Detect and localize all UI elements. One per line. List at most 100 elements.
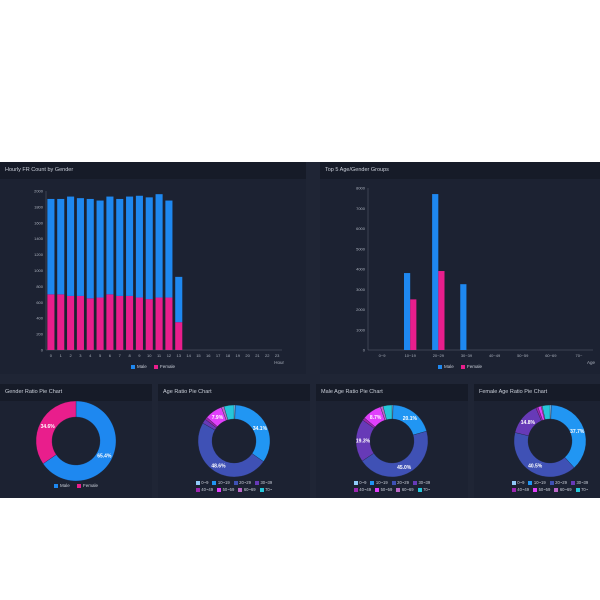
donut-slice[interactable]	[382, 404, 393, 420]
bar-female[interactable]	[135, 297, 143, 350]
bar-male[interactable]	[116, 198, 124, 296]
legend-swatch	[554, 487, 559, 492]
legend-male-label: Male	[59, 483, 70, 488]
bar-female[interactable]	[175, 322, 183, 350]
bar-male[interactable]	[432, 194, 439, 350]
slice-label: 65.4%	[97, 454, 112, 460]
legend-swatch	[195, 480, 200, 485]
x-tick-label: 60~69	[545, 353, 557, 358]
donut-slice[interactable]	[513, 432, 575, 478]
slice-label: 40.5%	[528, 464, 543, 470]
legend-item[interactable]: 30~39	[254, 479, 272, 486]
x-tick-label: 2	[69, 353, 72, 358]
legend-item[interactable]: 20~29	[391, 479, 409, 486]
legend-swatch	[233, 480, 238, 485]
legend-item[interactable]: 40~49	[195, 486, 213, 493]
bar-male[interactable]	[106, 196, 114, 295]
legend-item[interactable]: 40~49	[511, 486, 529, 493]
legend-swatch	[575, 487, 580, 492]
bar-female[interactable]	[438, 271, 445, 350]
legend-item[interactable]: 50~59	[533, 486, 550, 493]
bar-male[interactable]	[57, 198, 65, 295]
legend-male[interactable]: Male	[437, 364, 454, 369]
donut-slice[interactable]	[550, 404, 587, 468]
legend-item[interactable]: 50~59	[217, 486, 234, 493]
bar-female[interactable]	[47, 294, 55, 350]
donut-slice[interactable]	[541, 404, 551, 420]
y-tick-label: 5000	[356, 246, 366, 251]
legend-male[interactable]: Male	[130, 364, 147, 369]
legend-female[interactable]: Female	[461, 364, 482, 369]
slice-label: 34.1%	[253, 426, 268, 432]
donut-slice[interactable]	[35, 401, 77, 464]
x-tick-label: 10	[147, 353, 152, 358]
bar-male[interactable]	[175, 276, 183, 323]
x-tick-label: 40~49	[489, 353, 501, 358]
x-tick-label: 17	[216, 353, 221, 358]
legend-item[interactable]: 10~19	[212, 479, 230, 486]
legend-row: 40~49 50~59 60~69 70~	[316, 486, 468, 493]
bar-female[interactable]	[145, 299, 153, 350]
bar-female[interactable]	[410, 299, 417, 350]
x-tick-label: 21	[255, 353, 260, 358]
legend-item[interactable]: 30~39	[412, 479, 430, 486]
legend-male-label: Male	[136, 364, 147, 369]
legend-swatch	[375, 487, 380, 492]
bar-male[interactable]	[67, 196, 75, 296]
legend-item[interactable]: 70~	[575, 486, 588, 493]
legend-item[interactable]: 10~19	[528, 479, 546, 486]
panel-title: Male Age Ratio Pie Chart	[316, 384, 468, 401]
legend-item[interactable]: 0~9	[511, 479, 524, 486]
bar-female[interactable]	[116, 295, 124, 350]
legend-item[interactable]: 60~69	[238, 486, 256, 493]
x-tick-label: 16	[206, 353, 211, 358]
bar-male[interactable]	[155, 194, 163, 298]
bar-female[interactable]	[86, 298, 94, 350]
x-tick-label: 15	[196, 353, 201, 358]
x-tick-label: 0~9	[379, 353, 387, 358]
bar-male[interactable]	[96, 200, 104, 298]
legend-item[interactable]: 50~59	[375, 486, 392, 493]
bar-female[interactable]	[67, 295, 75, 350]
bar-male[interactable]	[165, 200, 173, 298]
legend-item[interactable]: 70~	[417, 486, 431, 493]
bar-female[interactable]	[126, 295, 134, 350]
legend-item[interactable]: 60~69	[554, 486, 572, 493]
legend-item[interactable]: 10~19	[370, 479, 388, 486]
x-tick-label: 14	[186, 353, 191, 358]
x-tick-label: 12	[167, 353, 172, 358]
bar-male[interactable]	[76, 198, 84, 296]
y-tick-label: 1800	[34, 204, 44, 209]
legend-item[interactable]: 0~9	[353, 479, 366, 486]
bar-male[interactable]	[86, 198, 94, 299]
bar-female[interactable]	[57, 294, 65, 350]
bar-male[interactable]	[460, 284, 467, 350]
donut-slice[interactable]	[361, 430, 429, 478]
bar-male[interactable]	[47, 198, 55, 295]
bar-male[interactable]	[135, 195, 143, 298]
legend-item[interactable]: 60~69	[396, 486, 414, 493]
bar-male[interactable]	[404, 273, 411, 350]
bar-female[interactable]	[96, 297, 104, 350]
legend-item[interactable]: 70~	[259, 486, 272, 493]
bar-female[interactable]	[155, 297, 163, 350]
slice-label: 37.7%	[570, 429, 585, 435]
legend-male[interactable]: Male	[53, 483, 70, 488]
bar-female[interactable]	[165, 297, 173, 350]
legend-female[interactable]: Female	[77, 483, 98, 488]
bar-male[interactable]	[145, 197, 153, 300]
bar-female[interactable]	[76, 295, 84, 350]
bar-male[interactable]	[126, 196, 134, 296]
legend-swatch	[238, 487, 243, 492]
donut-slice[interactable]	[223, 404, 235, 421]
legend-female[interactable]: Female	[154, 364, 175, 369]
age-ratio-panel: Age Ratio Pie Chart 34.1% 48.6% 7.9% 0~9 10…	[158, 384, 310, 498]
legend-item[interactable]: 20~29	[549, 479, 567, 486]
legend-item[interactable]: 40~49	[353, 486, 371, 493]
legend-label: 70~	[423, 487, 431, 492]
legend-item[interactable]: 0~9	[195, 479, 208, 486]
bar-female[interactable]	[106, 294, 114, 350]
legend-item[interactable]: 20~29	[233, 479, 251, 486]
legend-item[interactable]: 30~39	[570, 479, 588, 486]
donut-slice[interactable]	[234, 404, 271, 462]
